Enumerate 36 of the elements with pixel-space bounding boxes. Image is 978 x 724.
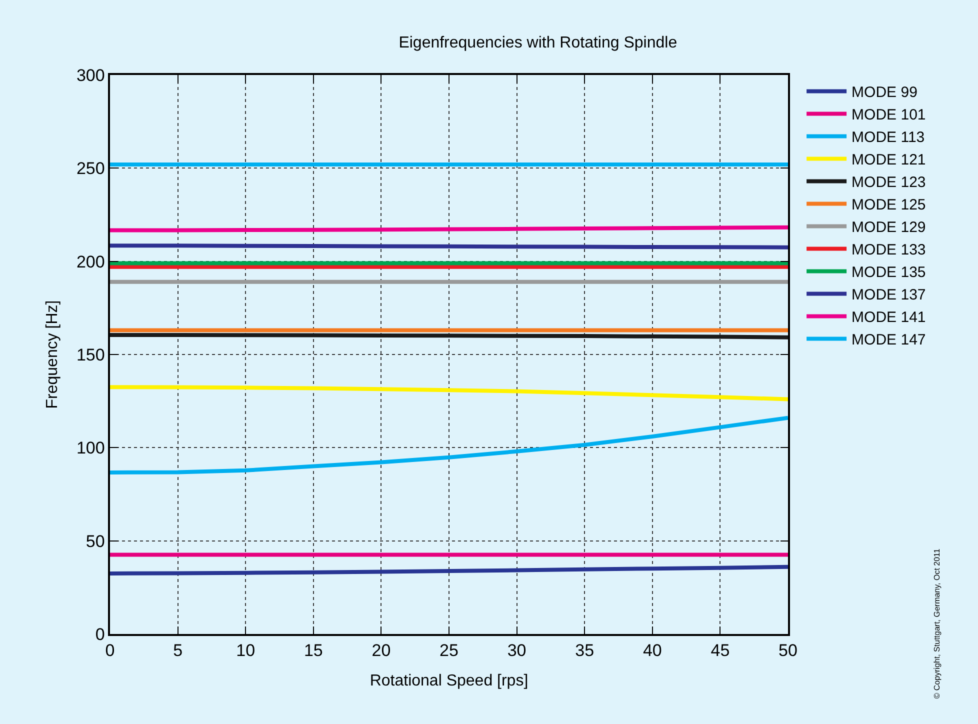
legend-label: MODE 129: [852, 219, 926, 236]
legend-label: MODE 147: [852, 332, 926, 349]
x-tick-label: 25: [440, 641, 458, 660]
x-tick-label: 35: [575, 641, 594, 660]
y-tick-label: 150: [76, 345, 105, 364]
x-tick-label: 5: [173, 641, 183, 660]
legend-label: MODE 141: [852, 309, 926, 326]
x-tick-label: 10: [236, 641, 256, 660]
text: © Copyright, Stuttgart, Germany, Oct 2011: [932, 548, 942, 699]
legend-label: MODE 133: [852, 242, 926, 259]
y-tick-label: 0: [95, 624, 105, 644]
y-tick-label: 250: [76, 159, 105, 178]
chart-title: Eigenfrequencies with Rotating Spindle: [398, 34, 678, 52]
line-series: [110, 385, 788, 402]
y-tick-label: 200: [76, 252, 105, 272]
legend-label: MODE 137: [852, 286, 926, 304]
line-series: [110, 564, 788, 576]
legend-label: MODE 113: [852, 129, 925, 146]
x-axis-title: Rotational Speed [rps]: [370, 672, 528, 690]
legend-label: MODE 121: [852, 152, 926, 169]
y-tick-label: 50: [86, 532, 105, 551]
legend-label: MODE 135: [852, 264, 926, 282]
line-series: [110, 416, 788, 474]
x-tick-label: 20: [372, 641, 391, 660]
y-tick-label: 100: [76, 438, 105, 458]
x-tick-label: 15: [304, 641, 323, 660]
y-tick-label: 300: [76, 66, 105, 85]
x-tick-label: 45: [710, 641, 730, 660]
legend-label: MODE 101: [852, 106, 926, 124]
y-axis-title: Frequency [Hz]: [44, 300, 61, 409]
legend-label: MODE 123: [852, 174, 926, 192]
x-tick-label: 30: [507, 641, 526, 660]
legend-label: MODE 99: [852, 84, 918, 102]
legend-label: MODE 125: [852, 196, 926, 214]
x-tick-label: 40: [642, 641, 662, 660]
x-tick-label: 50: [778, 641, 798, 660]
